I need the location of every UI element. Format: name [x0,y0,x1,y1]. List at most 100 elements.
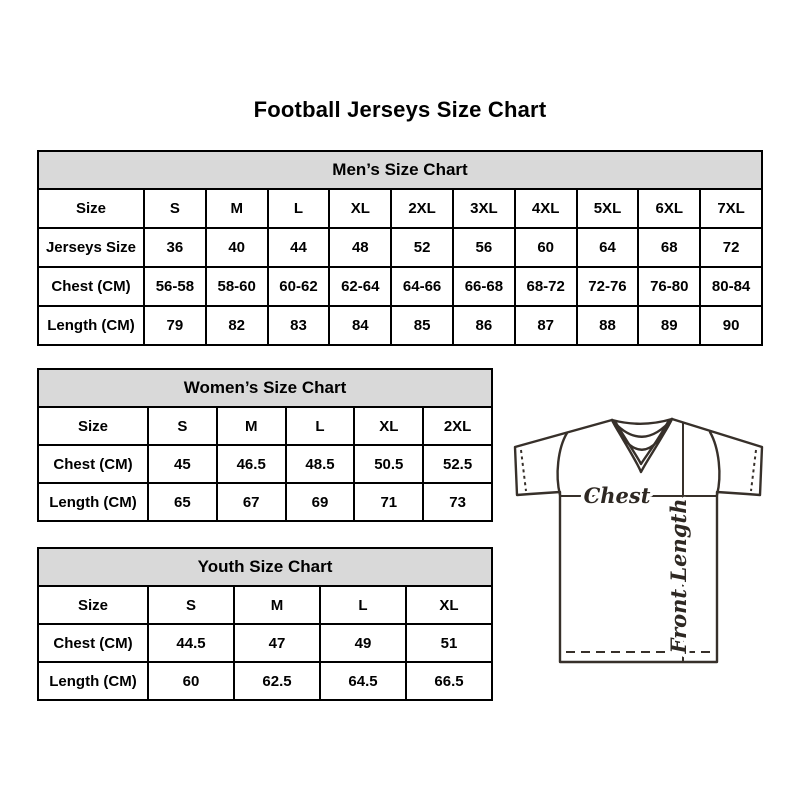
table-cell: 80-84 [699,266,763,307]
sleeve-dashed-line-left [520,449,527,492]
table-cell: 72-76 [575,266,640,307]
table-cell: 86 [451,305,516,346]
table-cell: 72 [699,227,763,268]
table-cell: 2XL [422,406,493,446]
table-row: Length (CM) 79 82 83 84 85 86 87 88 89 9… [37,305,763,346]
table-cell: 71 [353,482,425,522]
table-cell: 7XL [699,188,763,229]
table-cell: M [233,585,321,625]
row-label: Chest (CM) [37,623,149,663]
row-label: Length (CM) [37,661,149,701]
table-row: Size S M L XL 2XL [37,406,493,446]
table-cell: 88 [575,305,640,346]
table-cell: M [215,406,287,446]
table-row: Length (CM) 65 67 69 71 73 [37,482,493,522]
table-cell: 83 [266,305,331,346]
table-title-row: Women’s Size Chart [37,368,493,408]
row-label: Jerseys Size [37,227,145,268]
table-cell: 90 [699,305,763,346]
row-label: Length (CM) [37,305,145,346]
table-cell: 46.5 [215,444,287,484]
row-label: Size [37,585,149,625]
table-cell: 68-72 [513,266,578,307]
table-cell: 47 [233,623,321,663]
table-cell: 52.5 [422,444,493,484]
table-cell: 60-62 [266,266,331,307]
table-cell: 66-68 [451,266,516,307]
table-row: Chest (CM) 45 46.5 48.5 50.5 52.5 [37,444,493,484]
table-cell: L [284,406,356,446]
jersey-outline [513,417,764,664]
table-cell: S [143,188,207,229]
table-cell: 49 [319,623,407,663]
table-cell: 45 [147,444,218,484]
row-label: Size [37,406,149,446]
womens-table-title: Women’s Size Chart [37,368,493,408]
table-cell: 51 [405,623,493,663]
chest-label: Chest [584,483,651,508]
table-cell: 82 [204,305,269,346]
table-cell: 5XL [575,188,640,229]
mens-size-table: Men’s Size Chart Size S M L XL 2XL 3XL 4… [37,150,763,346]
table-cell: 44.5 [147,623,235,663]
row-label: Chest (CM) [37,444,149,484]
table-cell: 56-58 [143,266,207,307]
table-cell: 76-80 [637,266,702,307]
table-title-row: Youth Size Chart [37,547,493,587]
table-title-row: Men’s Size Chart [37,150,763,190]
table-cell: 6XL [637,188,702,229]
table-cell: 64 [575,227,640,268]
table-cell: 52 [390,227,454,268]
armhole-seam-right [708,430,721,497]
table-cell: 56 [451,227,516,268]
table-cell: 84 [328,305,393,346]
row-label: Chest (CM) [37,266,145,307]
front-length-label: Front Length [666,499,691,655]
page-title: Football Jerseys Size Chart [253,97,547,122]
table-cell: 2XL [390,188,454,229]
table-cell: M [204,188,269,229]
table-cell: 68 [637,227,702,268]
table-cell: 87 [513,305,578,346]
collar-v-inner [614,420,670,466]
jersey-diagram: Chest Front Length [513,417,764,664]
table-row: Size S M L XL [37,585,493,625]
sleeve-dashed-line-right [750,449,757,492]
table-cell: 60 [147,661,235,701]
table-row: Length (CM) 60 62.5 64.5 66.5 [37,661,493,701]
womens-size-table: Women’s Size Chart Size S M L XL 2XL Che… [37,368,493,522]
table-cell: S [147,585,235,625]
table-cell: 65 [147,482,218,522]
table-cell: 85 [390,305,454,346]
table-cell: 48.5 [284,444,356,484]
table-cell: 64-66 [390,266,454,307]
mens-table-title: Men’s Size Chart [37,150,763,190]
table-cell: 50.5 [353,444,425,484]
table-cell: 62-64 [328,266,393,307]
youth-size-table: Youth Size Chart Size S M L XL Chest (CM… [37,547,493,701]
table-cell: 60 [513,227,578,268]
table-cell: 3XL [451,188,516,229]
table-cell: 66.5 [405,661,493,701]
table-cell: 89 [637,305,702,346]
row-label: Size [37,188,145,229]
table-cell: L [319,585,407,625]
row-label: Length (CM) [37,482,149,522]
table-cell: XL [353,406,425,446]
table-cell: 69 [284,482,356,522]
table-cell: 36 [143,227,207,268]
table-cell: 73 [422,482,493,522]
table-cell: XL [328,188,393,229]
table-cell: 40 [204,227,269,268]
table-row: Chest (CM) 56-58 58-60 60-62 62-64 64-66… [37,266,763,307]
table-cell: 79 [143,305,207,346]
collar-v-outer [610,417,674,474]
armhole-seam-left [556,431,569,497]
table-cell: L [266,188,331,229]
table-cell: XL [405,585,493,625]
table-cell: 48 [328,227,393,268]
table-cell: 58-60 [204,266,269,307]
table-row: Chest (CM) 44.5 47 49 51 [37,623,493,663]
table-cell: 44 [266,227,331,268]
